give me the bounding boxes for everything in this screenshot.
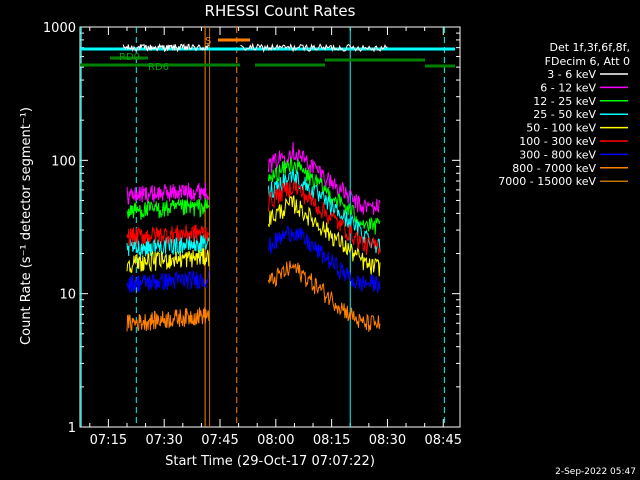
legend-label-5: 100 - 300 keV bbox=[519, 135, 596, 148]
legend-label-1: 6 - 12 keV bbox=[540, 81, 596, 94]
series-line-50-100-kev bbox=[267, 194, 381, 277]
series-line-3-6-kev bbox=[122, 43, 210, 53]
x-tick-label: 07:15 bbox=[90, 433, 127, 448]
series-line-800-7000-kev bbox=[267, 260, 381, 332]
y-axis-label: Count Rate (s⁻¹ detector segment⁻¹) bbox=[19, 107, 34, 345]
legend-label-0: 3 - 6 keV bbox=[547, 68, 596, 81]
series-line-12-25-kev bbox=[126, 198, 210, 220]
y-axis-ticks: 1 10 100 1000 bbox=[43, 21, 460, 436]
annotation-rd6: RD6 bbox=[148, 62, 169, 73]
series-line-6-12-kev bbox=[267, 141, 381, 216]
y-tick-label: 100 bbox=[51, 154, 76, 169]
series-line-6-12-kev bbox=[126, 181, 210, 205]
legend-header-2: FDecim 6, Att 0 bbox=[545, 55, 630, 68]
legend-label-4: 50 - 100 keV bbox=[526, 122, 596, 135]
x-tick-label: 08:00 bbox=[257, 433, 294, 448]
series-line-300-800-kev bbox=[267, 226, 381, 294]
annotation-rd0: RD0 bbox=[119, 52, 140, 63]
x-tick-label: 07:45 bbox=[201, 433, 238, 448]
chart-title: RHESSI Count Rates bbox=[205, 2, 356, 20]
legend-label-2: 12 - 25 keV bbox=[533, 95, 596, 108]
footer-timestamp: 2-Sep-2022 05:47 bbox=[555, 467, 636, 477]
x-tick-label: 08:15 bbox=[313, 433, 350, 448]
series-line-100-300-kev bbox=[126, 224, 210, 247]
x-tick-label: 08:30 bbox=[369, 433, 406, 448]
legend-label-8: 7000 - 15000 keV bbox=[498, 175, 596, 188]
y-tick-label: 1000 bbox=[43, 21, 76, 36]
x-axis-ticks: 07:15 07:30 07:45 08:00 08:15 08:30 08:45 bbox=[89, 27, 462, 448]
flag-bars bbox=[80, 38, 455, 68]
series-line-800-7000-kev bbox=[126, 306, 210, 332]
legend-label-7: 800 - 7000 keV bbox=[512, 162, 596, 175]
series-line-50-100-kev bbox=[126, 248, 210, 274]
legend-header-1: Det 1f,3f,6f,8f, bbox=[549, 41, 630, 54]
x-axis-label: Start Time (29-Oct-17 07:07:22) bbox=[165, 454, 375, 469]
x-tick-label: 07:30 bbox=[145, 433, 182, 448]
x-tick-label: 08:45 bbox=[425, 433, 462, 448]
annotation-s: S bbox=[205, 36, 211, 47]
plot-area bbox=[79, 26, 461, 428]
legend-label-3: 25 - 50 keV bbox=[533, 108, 596, 121]
series-line-300-800-kev bbox=[126, 270, 210, 293]
series-line-12-25-kev bbox=[267, 156, 381, 235]
series-line-3-6-kev bbox=[240, 42, 388, 54]
series-lines bbox=[122, 42, 388, 332]
y-tick-label: 1 bbox=[68, 421, 76, 436]
series-line-100-300-kev bbox=[267, 180, 381, 256]
legend-label-6: 300 - 800 keV bbox=[519, 148, 596, 161]
plot-frame bbox=[79, 26, 461, 428]
y-tick-label: 10 bbox=[59, 288, 76, 303]
